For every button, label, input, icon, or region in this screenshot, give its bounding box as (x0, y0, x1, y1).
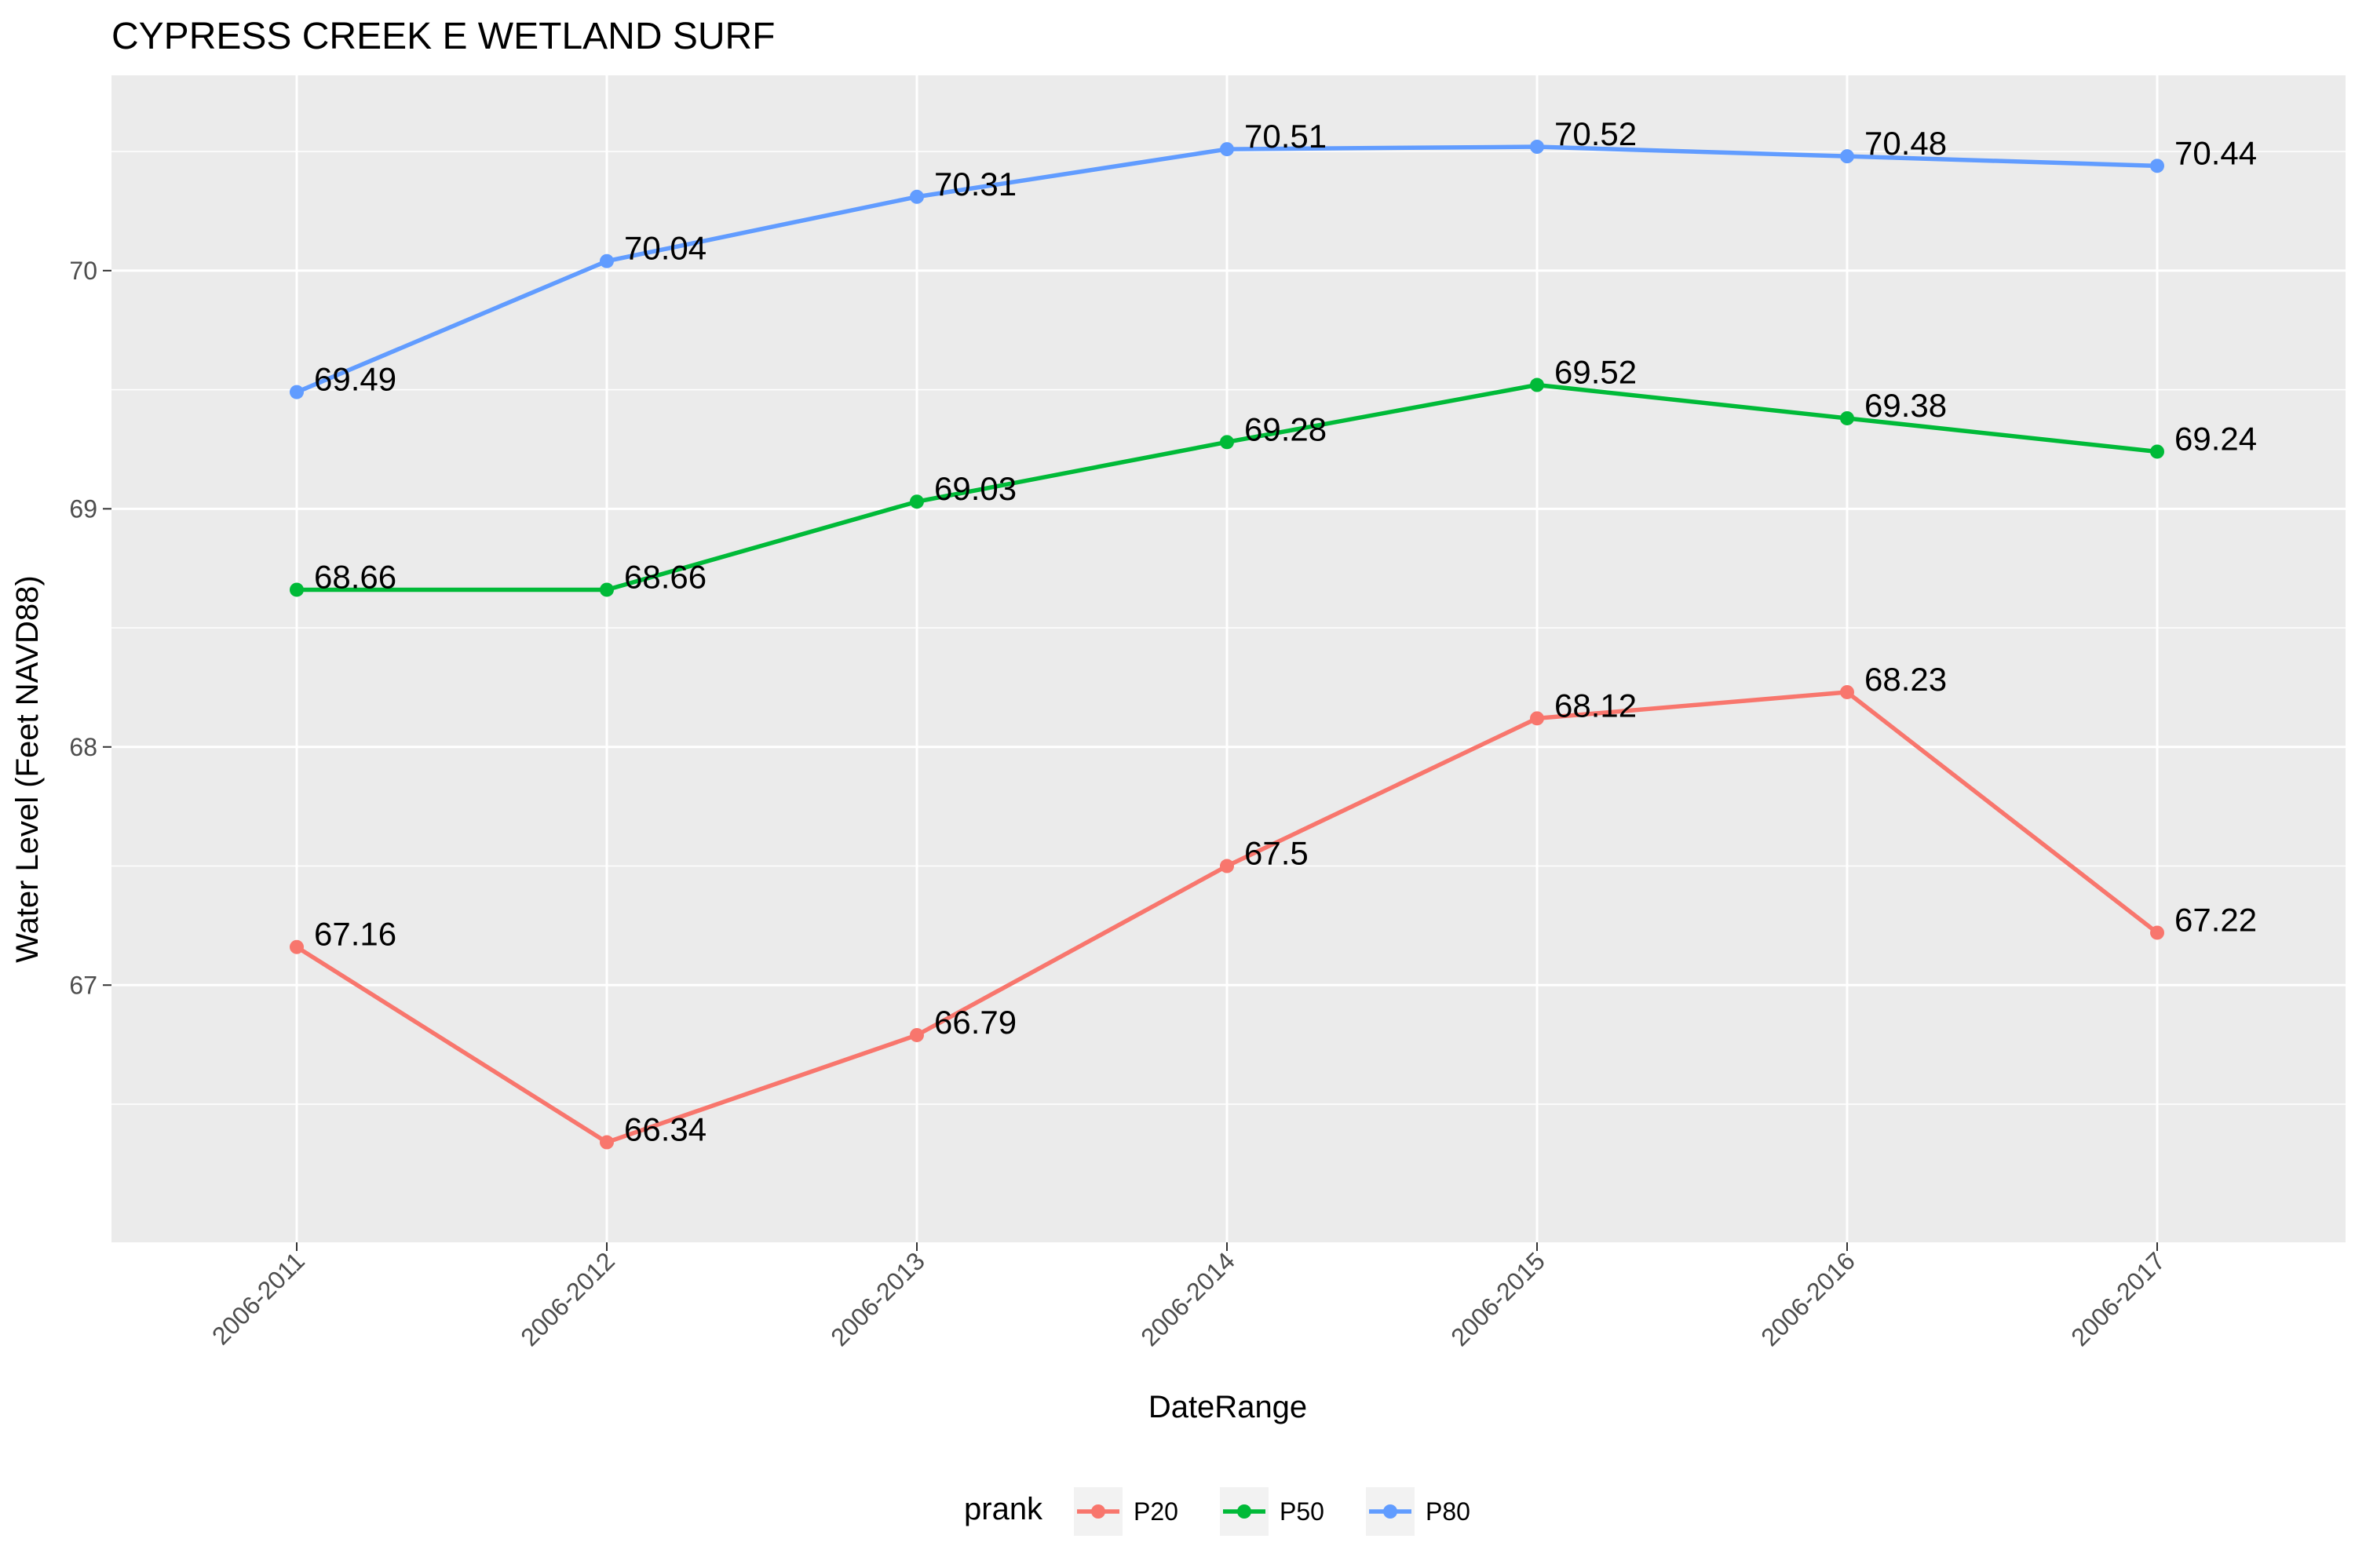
data-point-p20 (290, 939, 304, 954)
legend-key-point (1091, 1504, 1105, 1519)
legend-label-p80: P80 (1426, 1497, 1470, 1526)
data-label-p50: 69.38 (1864, 387, 1947, 424)
data-label-p80: 70.44 (2174, 134, 2257, 171)
data-label-p20: 67.22 (2174, 901, 2257, 938)
chart-title: CYPRESS CREEK E WETLAND SURF (111, 16, 775, 57)
data-point-p50 (1530, 377, 1544, 392)
data-point-p80 (1220, 142, 1234, 157)
data-point-p50 (1220, 435, 1234, 450)
data-label-p50: 69.28 (1244, 410, 1327, 447)
data-label-p80: 70.31 (934, 166, 1017, 202)
data-point-p20 (1220, 859, 1234, 873)
data-point-p50 (600, 582, 614, 597)
legend-label-p20: P20 (1134, 1497, 1178, 1526)
data-label-p80: 70.04 (624, 230, 706, 267)
data-label-p50: 68.66 (314, 558, 396, 595)
legend-key-point (1237, 1504, 1251, 1519)
data-point-p80 (910, 189, 924, 204)
y-tick-label: 70 (69, 257, 97, 285)
data-label-p80: 70.51 (1244, 118, 1327, 155)
data-point-p20 (910, 1027, 924, 1042)
data-label-p80: 70.48 (1864, 125, 1947, 162)
data-label-p50: 69.52 (1554, 354, 1637, 391)
y-axis-title: Water Level (Feet NAVD88) (10, 575, 45, 963)
data-point-p50 (1840, 410, 1854, 425)
legend-key-point (1383, 1504, 1397, 1519)
data-point-p80 (1530, 140, 1544, 155)
x-axis-title: DateRange (1148, 1390, 1307, 1424)
data-point-p20 (600, 1135, 614, 1150)
data-label-p20: 68.23 (1864, 661, 1947, 698)
data-label-p50: 69.03 (934, 470, 1017, 507)
data-label-p20: 67.5 (1244, 835, 1309, 872)
data-label-p80: 70.52 (1554, 115, 1637, 152)
data-point-p80 (1840, 149, 1854, 164)
data-label-p50: 68.66 (624, 558, 706, 595)
data-label-p20: 68.12 (1554, 687, 1637, 724)
data-point-p50 (2150, 444, 2164, 459)
data-point-p50 (910, 494, 924, 509)
data-label-p20: 67.16 (314, 916, 396, 953)
data-point-p20 (1530, 711, 1544, 726)
legend: prank P20 P50 P80 (964, 1487, 1470, 1536)
y-tick-label: 68 (69, 733, 97, 761)
legend-title: prank (964, 1492, 1043, 1526)
data-label-p80: 69.49 (314, 361, 396, 398)
data-label-p20: 66.34 (624, 1111, 706, 1148)
plot-background (111, 75, 2346, 1242)
data-label-p20: 66.79 (934, 1004, 1017, 1041)
data-point-p20 (2150, 925, 2164, 940)
y-tick-label: 67 (69, 971, 97, 999)
data-point-p80 (2150, 159, 2164, 173)
y-tick-label: 69 (69, 494, 97, 523)
data-point-p80 (600, 253, 614, 268)
data-point-p80 (290, 385, 304, 399)
data-point-p50 (290, 582, 304, 597)
data-label-p50: 69.24 (2174, 420, 2257, 457)
data-point-p20 (1840, 684, 1854, 699)
legend-label-p50: P50 (1280, 1497, 1324, 1526)
